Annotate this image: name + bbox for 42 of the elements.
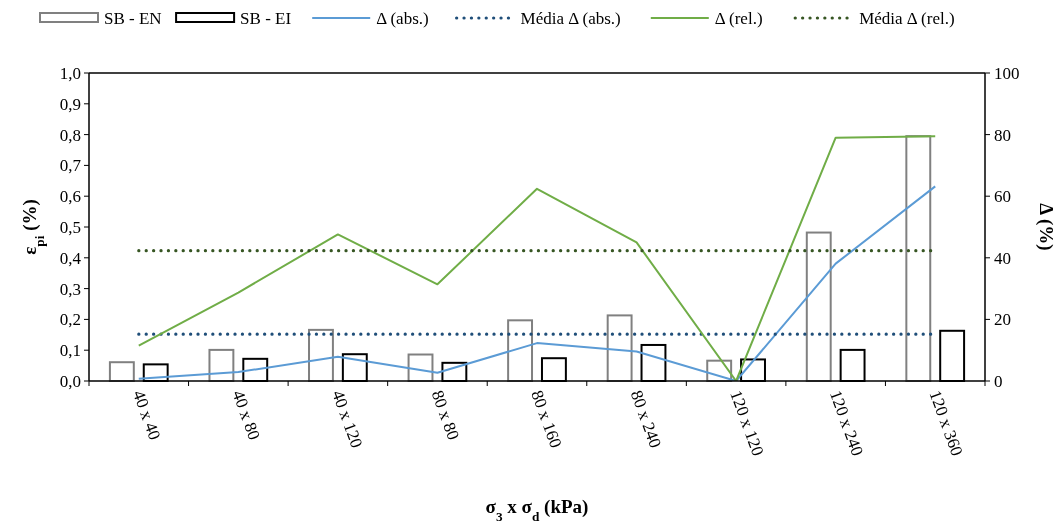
y-tick-label: 0,1 [59, 341, 81, 361]
x-tick-label: 120 x 120 [726, 387, 768, 459]
y2-tick-label: 40 [994, 248, 1011, 268]
y-tick-label: 0,5 [59, 217, 81, 237]
x-tick-label: 80 x 240 [626, 387, 665, 451]
x-tick-label: 120 x 360 [925, 387, 967, 459]
y-tick-label: 0,3 [59, 279, 81, 299]
y-tick-label: 0,0 [59, 371, 81, 391]
bar [308, 328, 334, 382]
x-tick-label: 40 x 40 [129, 387, 165, 443]
bar [507, 319, 534, 382]
legend-label: SB - EN [104, 9, 162, 28]
legend-label: Δ (rel.) [714, 9, 763, 28]
y2-tick-label: 80 [994, 125, 1011, 145]
legend-label: SB - EI [240, 9, 292, 28]
y-tick-label: 0,7 [59, 156, 82, 176]
bar [606, 314, 633, 382]
legend-label: Média Δ (abs.) [520, 9, 621, 28]
y2-tick-label: 0 [994, 371, 1003, 391]
x-tick-label: 80 x 160 [527, 387, 566, 451]
x-tick-label: 40 x 80 [228, 387, 264, 443]
x-tick-label: 80 x 80 [427, 387, 463, 443]
y2-tick-label: 20 [994, 310, 1011, 330]
y2-axis-title: Δ (%) [1035, 203, 1057, 251]
y-tick-label: 0,2 [59, 310, 81, 330]
bar [905, 135, 932, 382]
y-tick-label: 0,6 [59, 187, 81, 207]
y2-tick-label: 60 [994, 187, 1011, 207]
legend-label: Média Δ (rel.) [859, 9, 955, 28]
x-tick-label: 120 x 240 [825, 387, 868, 459]
y-tick-label: 0,4 [59, 248, 82, 268]
x-tick-label: 40 x 120 [328, 387, 367, 451]
y-tick-label: 0,8 [59, 125, 81, 145]
x-axis-title: σ$_{3}$ x σ$_{d}$ (kPa) [485, 496, 589, 522]
bar [805, 231, 832, 382]
y2-tick-label: 100 [994, 63, 1020, 83]
y-tick-label: 0,9 [59, 94, 81, 114]
bar [108, 361, 135, 382]
legend-label: Δ (abs.) [376, 9, 429, 28]
line-series [137, 185, 937, 381]
line-series [137, 135, 937, 381]
y-tick-label: 1,0 [59, 63, 81, 83]
